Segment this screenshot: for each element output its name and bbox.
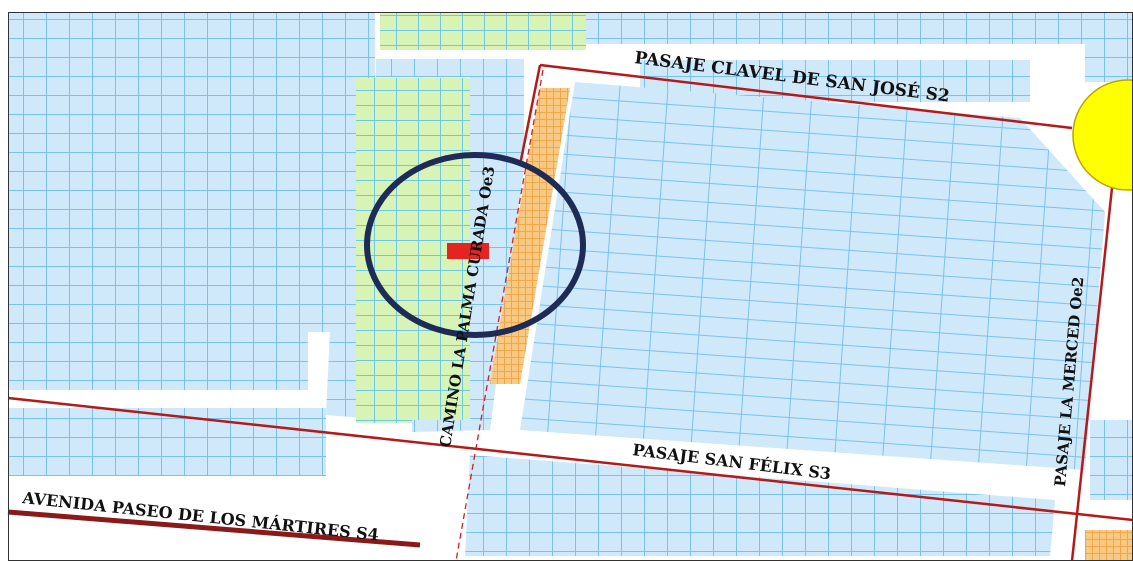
location-highlight-circle bbox=[364, 152, 586, 338]
yellow-roundabout[interactable] bbox=[1072, 79, 1133, 191]
block-north-green[interactable] bbox=[380, 12, 586, 50]
road-clavel bbox=[539, 63, 1073, 130]
block-south-lots[interactable] bbox=[465, 455, 1055, 556]
block-northeast[interactable] bbox=[1085, 12, 1133, 82]
block-east-strip[interactable] bbox=[1090, 420, 1133, 500]
block-camino-strip[interactable] bbox=[412, 76, 524, 432]
block-north-strip[interactable] bbox=[586, 12, 1106, 44]
block-orange-strip[interactable] bbox=[490, 88, 570, 384]
block-top-row[interactable] bbox=[376, 59, 524, 77]
road-avenida-martires bbox=[7, 509, 421, 548]
block-west-large[interactable] bbox=[8, 12, 308, 390]
block-southeast-orange[interactable] bbox=[1085, 530, 1133, 561]
road-clavel-corner bbox=[518, 64, 542, 166]
road-san-felix bbox=[7, 396, 1133, 522]
road-camino-centerline bbox=[455, 69, 544, 561]
block-central-lots[interactable] bbox=[520, 82, 1105, 470]
selected-lot-marker[interactable] bbox=[447, 243, 489, 259]
road-merced bbox=[1070, 159, 1117, 561]
block-southwest[interactable] bbox=[8, 408, 326, 476]
